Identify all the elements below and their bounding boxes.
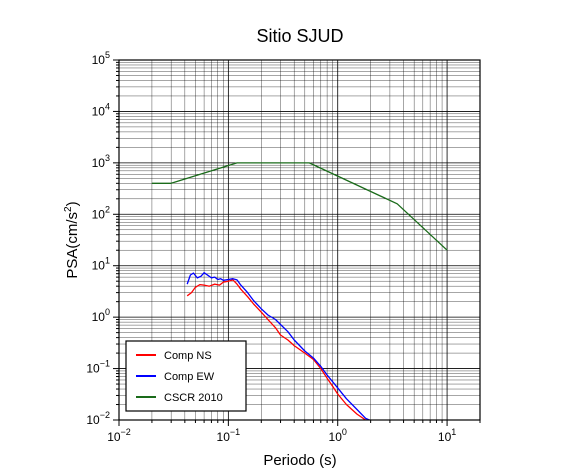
y-axis-label: PSA(cm/s2) <box>63 201 81 278</box>
x-tick-exp: 0 <box>342 427 347 437</box>
series-line-comp-ns <box>186 279 369 420</box>
legend-label-comp-ns: Comp NS <box>164 350 212 362</box>
y-tick-label: 10−2 <box>86 410 110 427</box>
y-tick-exp: −2 <box>100 410 110 420</box>
legend-label-comp-ew: Comp EW <box>164 371 215 383</box>
y-tick-base: 10 <box>86 413 100 427</box>
series-line-comp-ew <box>186 272 371 420</box>
y-axis-label-close: ) <box>64 201 81 206</box>
y-tick-label: 101 <box>92 256 110 273</box>
y-tick-label: 105 <box>92 50 110 67</box>
y-tick-base: 10 <box>92 53 106 67</box>
y-axis-label-sup: 2 <box>63 206 74 212</box>
y-tick-label: 103 <box>92 153 110 170</box>
y-tick-exp: 3 <box>105 153 110 163</box>
x-tick-base: 10 <box>107 430 121 444</box>
y-tick-label: 10−1 <box>86 359 110 376</box>
y-tick-exp: 2 <box>105 204 110 214</box>
y-tick-exp: −1 <box>100 359 110 369</box>
chart-title: Sitio SJUD <box>256 26 343 46</box>
y-tick-exp: 1 <box>105 256 110 266</box>
x-tick-labels: 10−2 10−1 100 101 <box>107 427 456 444</box>
x-tick-base: 10 <box>329 430 343 444</box>
series-line-cscr-2010 <box>151 162 448 251</box>
x-axis-label: Periodo (s) <box>263 452 336 469</box>
y-tick-base: 10 <box>92 207 106 221</box>
y-tick-base: 10 <box>92 310 106 324</box>
y-axis-label-main: PSA(cm/s <box>64 212 81 279</box>
x-tick-label: 10−2 <box>107 427 131 444</box>
legend: Comp NS Comp EW CSCR 2010 <box>125 340 247 412</box>
y-tick-exp: 0 <box>105 307 110 317</box>
y-tick-exp: 4 <box>105 101 110 111</box>
ticks <box>113 59 481 426</box>
x-tick-exp: −1 <box>230 427 240 437</box>
x-tick-exp: −2 <box>121 427 131 437</box>
x-tick-base: 10 <box>217 430 231 444</box>
plot-frame <box>118 59 481 421</box>
legend-label-cscr-2010: CSCR 2010 <box>164 392 223 404</box>
x-tick-label: 101 <box>438 427 456 444</box>
y-tick-base: 10 <box>92 259 106 273</box>
y-tick-exp: 5 <box>105 50 110 60</box>
y-tick-base: 10 <box>92 104 106 118</box>
x-tick-base: 10 <box>438 430 452 444</box>
y-tick-base: 10 <box>92 156 106 170</box>
x-tick-label: 100 <box>329 427 347 444</box>
y-tick-label: 100 <box>92 307 110 324</box>
y-tick-label: 104 <box>92 101 110 118</box>
y-tick-base: 10 <box>86 362 100 376</box>
y-tick-label: 102 <box>92 204 110 221</box>
grid <box>118 59 481 421</box>
series-layer <box>151 162 448 420</box>
x-tick-label: 10−1 <box>217 427 241 444</box>
x-tick-exp: 1 <box>451 427 456 437</box>
